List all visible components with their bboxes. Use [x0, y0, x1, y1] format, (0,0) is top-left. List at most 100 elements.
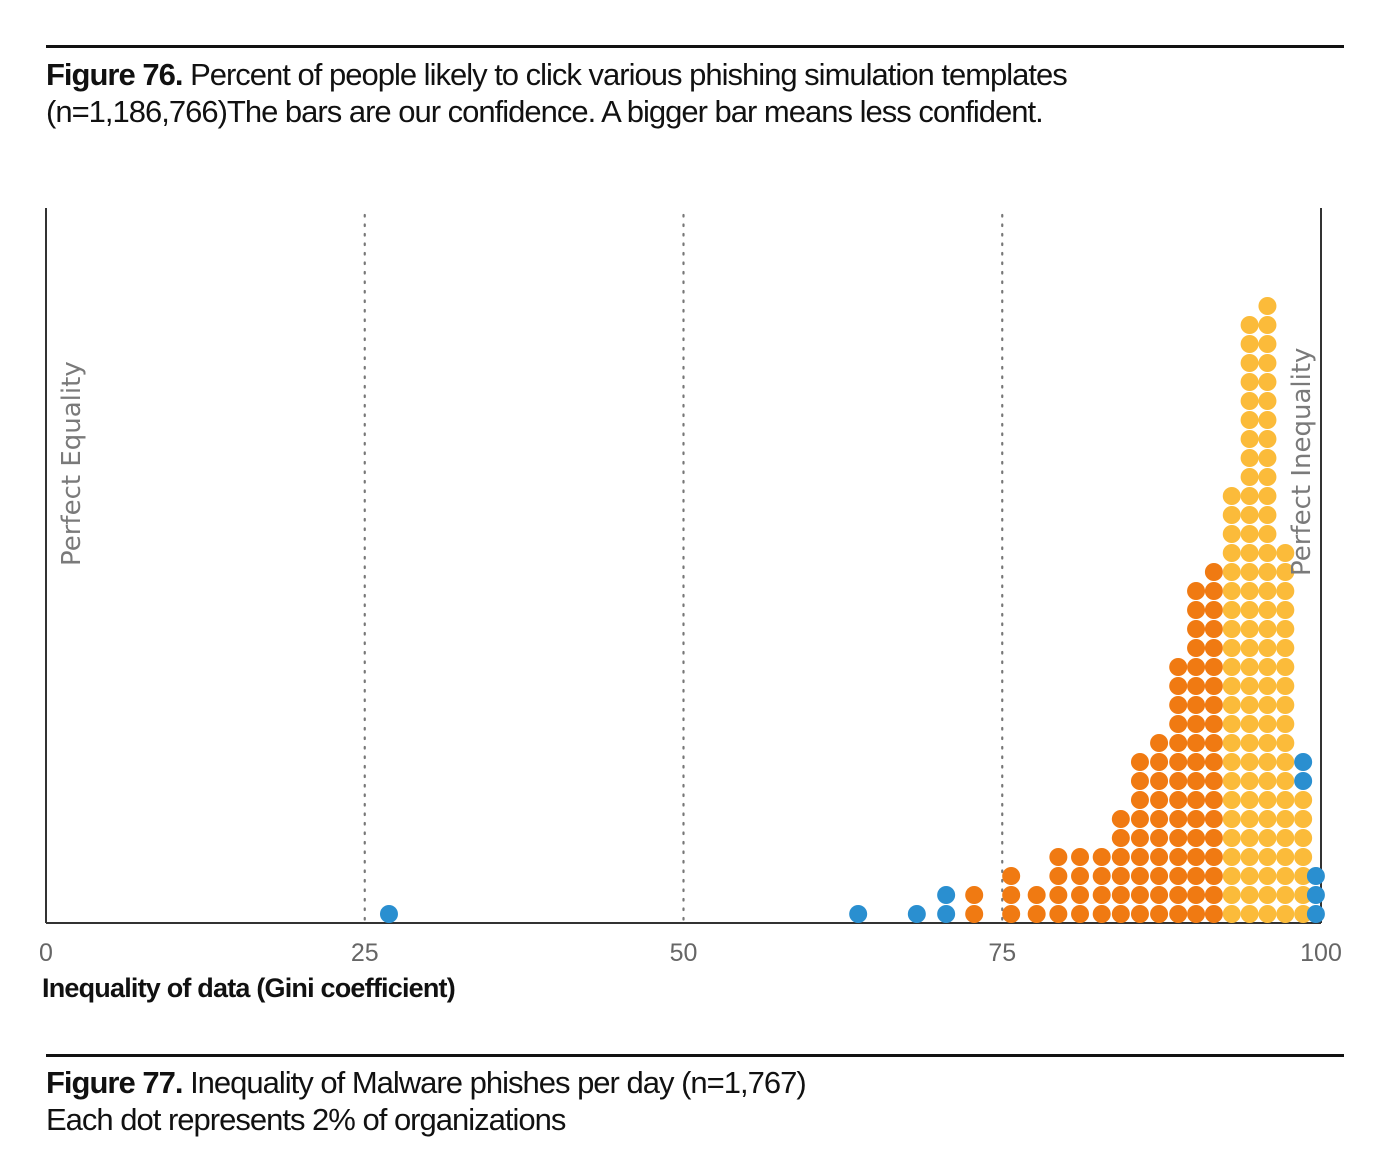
dot [1222, 848, 1241, 866]
dot [1276, 563, 1295, 581]
dot [1258, 848, 1277, 866]
top-rule [46, 45, 1344, 48]
dot [1222, 905, 1241, 923]
dot [1258, 696, 1277, 714]
dot [1092, 886, 1111, 904]
dot [1204, 734, 1223, 752]
dot [1150, 772, 1169, 790]
dot [1027, 905, 1046, 923]
figure-77-line2: Each dot represents 2% of organizations [46, 1102, 566, 1137]
dot [1169, 696, 1188, 714]
dot [1222, 734, 1241, 752]
dot [1222, 601, 1241, 619]
dot [1130, 829, 1149, 847]
dot [1276, 905, 1295, 923]
dot [1276, 753, 1295, 771]
dot [1187, 734, 1206, 752]
dot [1240, 886, 1259, 904]
chart-gridlines [45, 208, 1322, 925]
dot [1071, 886, 1090, 904]
dot [1240, 487, 1259, 505]
dot [1222, 506, 1241, 524]
dot [1240, 430, 1259, 448]
dot [1222, 772, 1241, 790]
dot [1276, 696, 1295, 714]
dot [1092, 867, 1111, 885]
dot [1187, 620, 1206, 638]
dot [1111, 886, 1130, 904]
dot [1276, 715, 1295, 733]
dot [1222, 696, 1241, 714]
dot [1071, 848, 1090, 866]
dot [1276, 677, 1295, 695]
dot [1222, 658, 1241, 676]
dot [1258, 544, 1277, 562]
dot [1258, 354, 1277, 372]
dot [379, 905, 398, 923]
dot [1187, 829, 1206, 847]
dot [1258, 411, 1277, 429]
dot [1187, 791, 1206, 809]
dot [1240, 335, 1259, 353]
dot [1111, 905, 1130, 923]
dot [1049, 848, 1068, 866]
dot [1187, 886, 1206, 904]
dot [1240, 677, 1259, 695]
dot [1130, 886, 1149, 904]
dot [1258, 525, 1277, 543]
dot [1258, 468, 1277, 486]
dot [1150, 886, 1169, 904]
dot [1240, 525, 1259, 543]
dot [1258, 335, 1277, 353]
dot [1187, 753, 1206, 771]
dot [1002, 886, 1021, 904]
dot [1187, 582, 1206, 600]
dot [1240, 563, 1259, 581]
dot [1258, 601, 1277, 619]
dot [1258, 506, 1277, 524]
dot [1258, 772, 1277, 790]
dot [1240, 582, 1259, 600]
dot [1222, 753, 1241, 771]
dot [1258, 449, 1277, 467]
dot [1150, 867, 1169, 885]
dot [1294, 867, 1313, 885]
dot [1222, 620, 1241, 638]
dot [1049, 867, 1068, 885]
dot [1204, 810, 1223, 828]
x-tick-label: 0 [39, 939, 53, 967]
dot [1258, 297, 1277, 315]
dot [1276, 772, 1295, 790]
dot [1204, 677, 1223, 695]
dot [1258, 867, 1277, 885]
dot [1240, 639, 1259, 657]
dot [1204, 905, 1223, 923]
dot [1240, 848, 1259, 866]
dot [1240, 791, 1259, 809]
dot [1204, 829, 1223, 847]
dot [1187, 848, 1206, 866]
dot [1258, 791, 1277, 809]
dot [907, 905, 926, 923]
dot [1169, 715, 1188, 733]
dot [1169, 886, 1188, 904]
dot [1240, 867, 1259, 885]
dot [1204, 658, 1223, 676]
perfect-equality-label: Perfect Equality [57, 361, 87, 566]
dot [1258, 753, 1277, 771]
dot [937, 886, 956, 904]
dot [1240, 544, 1259, 562]
dot [1222, 810, 1241, 828]
dot [1240, 753, 1259, 771]
dot [1258, 639, 1277, 657]
dot [1294, 905, 1313, 923]
dot [1276, 544, 1295, 562]
dot [1222, 487, 1241, 505]
dot [1240, 373, 1259, 391]
dot [1276, 734, 1295, 752]
dot [1294, 829, 1313, 847]
dot [1306, 867, 1325, 885]
dot [1204, 772, 1223, 790]
dot [1204, 639, 1223, 657]
figure-77-caption: Figure 77. Inequality of Malware phishes… [46, 1064, 1336, 1138]
